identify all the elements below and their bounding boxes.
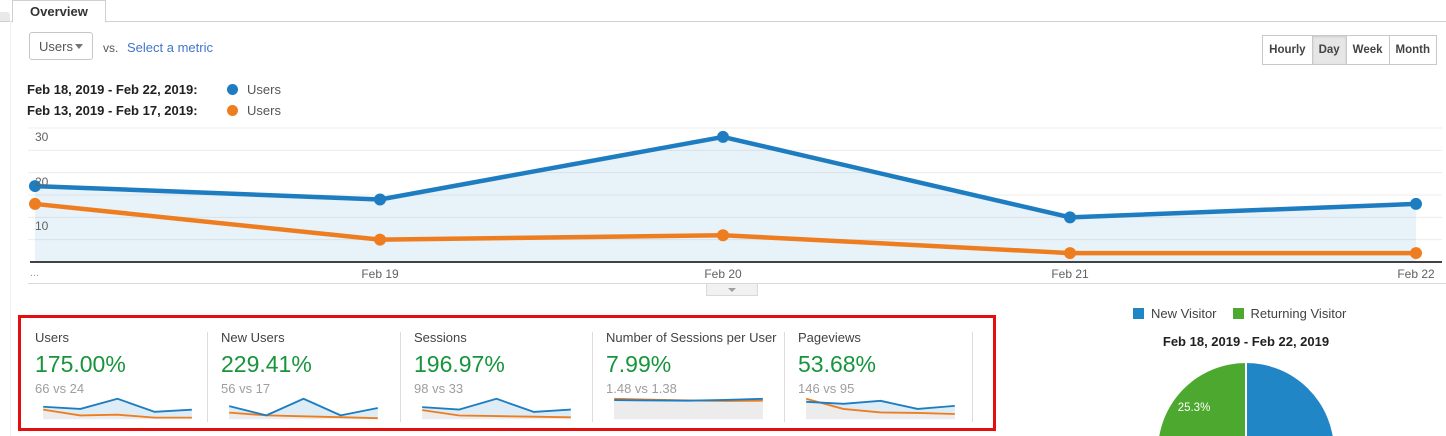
legend-date-range: Feb 18, 2019 - Feb 22, 2019:	[27, 81, 198, 97]
x-tick-label: Feb 19	[361, 267, 399, 281]
legend-row-previous: Feb 13, 2019 - Feb 17, 2019: Users	[27, 102, 281, 118]
legend-row-current: Feb 18, 2019 - Feb 22, 2019: Users	[27, 81, 281, 97]
metric-comparison-values: 66 vs 24	[35, 381, 85, 396]
metric-card-number-of-sessions-per-user[interactable]: Number of Sessions per User 7.99% 1.48 vs …	[592, 318, 784, 428]
annotation-red-box: Users 175.00% 66 vs 24 New Users 229.41% 56 v…	[18, 315, 996, 431]
left-notch	[0, 12, 10, 21]
metric-sparkline	[43, 397, 192, 420]
pie-legend-item-returning-visitor: Returning Visitor	[1232, 306, 1347, 321]
left-edge-divider	[10, 21, 11, 436]
x-tick-label: Feb 22	[1397, 267, 1435, 281]
metric-sparkline	[422, 397, 571, 420]
tab-overview[interactable]: Overview	[12, 0, 106, 23]
visitor-type-pie-chart: 25.3%	[1159, 363, 1333, 436]
metric-card-pageviews[interactable]: Pageviews 53.68% 146 vs 95	[784, 318, 972, 428]
tab-bar	[0, 0, 1446, 22]
granularity-button-group: Hourly Day Week Month	[1262, 35, 1437, 65]
chevron-down-icon	[728, 287, 736, 292]
metric-comparison-values: 56 vs 17	[221, 381, 271, 396]
pie-slice-percent-label: 25.3%	[1178, 402, 1211, 414]
metric-sparkline	[228, 397, 378, 420]
metric-card-title: Pageviews	[798, 330, 861, 345]
chevron-down-icon	[75, 43, 83, 49]
metric-percent-change: 53.68%	[798, 351, 877, 377]
metric-card-new-users[interactable]: New Users 229.41% 56 vs 17	[207, 318, 400, 428]
series-dot-previous-icon	[227, 104, 238, 116]
vs-label: vs.	[103, 41, 119, 55]
metric-comparison-values: 1.48 vs 1.38	[606, 381, 677, 396]
metric-card-title: Sessions	[414, 330, 467, 345]
metric-sparkline	[805, 397, 955, 420]
x-tick-label: Feb 21	[1051, 267, 1089, 281]
granularity-button-month[interactable]: Month	[1388, 35, 1437, 65]
series-dot-current-icon	[227, 83, 238, 95]
legend-series-label: Users	[247, 81, 281, 97]
legend-series-label: Users	[247, 102, 281, 118]
y-tick-label: 10	[35, 219, 49, 234]
legend-swatch-icon	[1133, 308, 1144, 319]
pie-legend-label: New Visitor	[1151, 306, 1217, 321]
metric-dropdown[interactable]: Users	[29, 32, 93, 60]
metric-card-users[interactable]: Users 175.00% 66 vs 24	[21, 318, 207, 428]
select-metric-link[interactable]: Select a metric	[127, 40, 213, 55]
y-tick-label: 20	[35, 174, 49, 189]
metric-card-title: Number of Sessions per User	[606, 330, 777, 345]
pie-legend-item-new-visitor: New Visitor	[1133, 306, 1217, 321]
pie-date-range-title: Feb 18, 2019 - Feb 22, 2019	[1162, 334, 1330, 349]
y-tick-label: 30	[35, 130, 49, 144]
metric-comparison-values: 98 vs 33	[414, 381, 464, 396]
pie-legend-label: Returning Visitor	[1250, 306, 1347, 321]
users-line-chart	[28, 127, 1442, 263]
metric-card-partial	[972, 318, 993, 428]
metric-percent-change: 175.00%	[35, 351, 126, 377]
x-tick-label: Feb 20	[704, 267, 742, 281]
metric-percent-change: 229.41%	[221, 351, 312, 377]
metric-card-sessions[interactable]: Sessions 196.97% 98 vs 33	[400, 318, 592, 428]
metric-sparkline	[614, 397, 763, 420]
metric-percent-change: 196.97%	[414, 351, 505, 377]
metric-card-title: Users	[35, 330, 69, 345]
chart-collapse-button[interactable]	[706, 284, 758, 296]
granularity-button-hourly[interactable]: Hourly	[1262, 35, 1313, 65]
visitor-pie-legend: New Visitor Returning Visitor	[1133, 306, 1362, 321]
legend-swatch-icon	[1232, 308, 1244, 319]
granularity-button-day[interactable]: Day	[1311, 35, 1347, 65]
metric-dropdown-value: Users	[39, 38, 73, 54]
metric-percent-change: 7.99%	[606, 351, 672, 377]
chart-bottom-divider	[28, 283, 1446, 284]
x-tick-label: ...	[30, 267, 40, 279]
metric-card-title: New Users	[221, 330, 285, 345]
granularity-button-week[interactable]: Week	[1345, 35, 1390, 65]
legend-date-range: Feb 13, 2019 - Feb 17, 2019:	[27, 102, 198, 118]
metric-comparison-values: 146 vs 95	[798, 381, 855, 396]
